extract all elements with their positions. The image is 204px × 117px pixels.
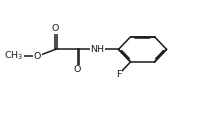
Text: F: F (116, 70, 121, 79)
Text: O: O (34, 52, 41, 61)
Text: NH: NH (91, 45, 104, 54)
Text: O: O (52, 24, 59, 33)
Text: O: O (74, 65, 81, 74)
Text: CH$_3$: CH$_3$ (4, 50, 23, 62)
